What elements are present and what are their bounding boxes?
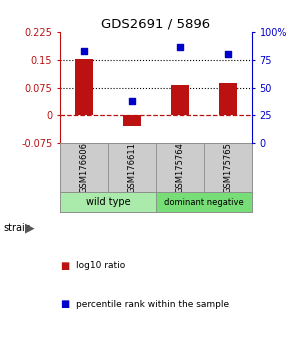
Text: GSM176611: GSM176611: [128, 142, 136, 193]
Text: GSM176606: GSM176606: [80, 142, 88, 193]
Bar: [204, 143, 252, 192]
Text: percentile rank within the sample: percentile rank within the sample: [76, 300, 230, 309]
Text: ■: ■: [60, 299, 69, 309]
Bar: [171, 85, 189, 115]
Bar: [156, 192, 252, 212]
Text: ▶: ▶: [25, 222, 35, 235]
Text: dominant negative: dominant negative: [164, 198, 244, 207]
Text: strain: strain: [3, 223, 31, 233]
Bar: [108, 143, 156, 192]
Bar: [75, 59, 93, 115]
Point: [130, 98, 134, 104]
Point: [226, 51, 230, 57]
Text: ■: ■: [60, 261, 69, 270]
Bar: [60, 192, 156, 212]
Bar: [219, 83, 237, 115]
Point: [82, 48, 86, 54]
Title: GDS2691 / 5896: GDS2691 / 5896: [101, 18, 211, 31]
Text: GSM175764: GSM175764: [176, 142, 184, 193]
Bar: [156, 143, 204, 192]
Bar: [123, 115, 141, 126]
Text: log10 ratio: log10 ratio: [76, 261, 126, 270]
Point: [178, 45, 182, 50]
Bar: [60, 143, 108, 192]
Text: wild type: wild type: [86, 198, 130, 207]
Text: GSM175765: GSM175765: [224, 142, 232, 193]
